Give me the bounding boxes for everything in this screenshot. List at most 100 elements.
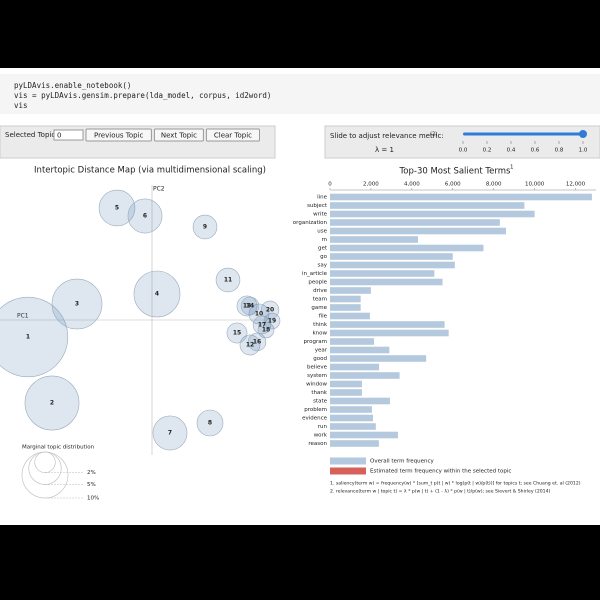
term-label[interactable]: m [322, 237, 327, 243]
topic-label[interactable]: 18 [262, 327, 270, 334]
topic-label[interactable]: 10 [255, 311, 263, 318]
topic-label[interactable]: 19 [268, 318, 276, 325]
topic-circle[interactable] [215, 267, 241, 293]
topic-input[interactable] [53, 129, 84, 141]
bar[interactable] [330, 244, 484, 252]
term-label[interactable]: subject [307, 203, 328, 209]
bar[interactable] [330, 253, 453, 260]
button[interactable] [153, 128, 204, 142]
button[interactable] [205, 128, 260, 142]
topic-label[interactable]: 13 [243, 303, 251, 310]
term-label[interactable]: program [304, 339, 327, 345]
topic-circle[interactable] [226, 322, 248, 344]
topic-label[interactable]: 14 [246, 303, 254, 310]
bar[interactable] [330, 219, 500, 226]
bar[interactable] [330, 389, 362, 396]
bar[interactable] [330, 397, 390, 405]
term-label[interactable]: people [308, 280, 327, 286]
bar[interactable] [330, 346, 390, 354]
bar[interactable] [330, 423, 376, 430]
topic-label[interactable]: 3 [75, 301, 79, 308]
term-label[interactable]: get [318, 246, 328, 252]
bar[interactable] [330, 210, 535, 218]
topic-circle[interactable] [152, 415, 188, 451]
term-label[interactable]: run [318, 424, 328, 430]
bar[interactable] [330, 261, 455, 269]
bar[interactable] [330, 202, 525, 209]
term-label[interactable]: reason [308, 441, 327, 447]
topic-circle[interactable] [133, 270, 181, 318]
term-label[interactable]: problem [304, 407, 327, 413]
bar[interactable] [330, 406, 372, 413]
bar[interactable] [330, 321, 445, 328]
bar[interactable] [330, 355, 427, 362]
topic-circle[interactable] [127, 198, 163, 234]
topic-label[interactable]: 9 [203, 224, 207, 231]
topic-label[interactable]: 15 [233, 330, 241, 337]
topic-label[interactable]: 11 [224, 277, 232, 284]
bar[interactable] [330, 440, 379, 447]
bar[interactable] [330, 363, 380, 371]
topic-circle[interactable] [98, 189, 136, 227]
bar[interactable] [330, 338, 374, 345]
term-label[interactable]: state [313, 399, 328, 405]
bar[interactable] [330, 329, 449, 337]
topic-circle[interactable] [240, 296, 260, 316]
bar[interactable] [330, 287, 371, 294]
term-label[interactable]: file [319, 314, 328, 320]
topic-label[interactable]: 16 [253, 339, 261, 346]
bar[interactable] [330, 278, 443, 286]
button-label[interactable]: Next Topic [161, 132, 197, 140]
topic-circle[interactable] [263, 312, 281, 330]
button-label[interactable]: Clear Topic [214, 132, 252, 140]
topic-label[interactable]: 7 [168, 430, 172, 437]
topic-label[interactable]: 1 [26, 334, 30, 341]
bar[interactable] [330, 193, 592, 201]
topic-label[interactable]: 6 [143, 213, 147, 220]
term-label[interactable]: in_article [302, 271, 328, 277]
bar[interactable] [330, 227, 506, 235]
term-label[interactable]: good [313, 356, 327, 362]
bar[interactable] [330, 295, 361, 303]
topic-circle[interactable] [196, 409, 224, 437]
term-label[interactable]: write [313, 212, 327, 218]
topic-circle[interactable] [192, 214, 218, 240]
term-label[interactable]: thank [311, 390, 327, 396]
term-label[interactable]: say [318, 263, 328, 269]
term-label[interactable]: game [311, 305, 327, 311]
term-label[interactable]: believe [307, 365, 328, 371]
term-label[interactable]: year [315, 348, 328, 354]
topic-circle[interactable] [24, 375, 80, 431]
topic-label[interactable]: 4 [155, 291, 159, 298]
term-label[interactable]: work [314, 433, 328, 439]
term-label[interactable]: use [317, 229, 327, 235]
topic-label[interactable]: 12 [246, 342, 254, 349]
button[interactable] [85, 128, 152, 142]
topic-label[interactable]: 20 [266, 307, 274, 314]
bar[interactable] [330, 380, 362, 388]
topic-circle[interactable] [257, 321, 275, 339]
term-label[interactable]: think [313, 322, 328, 328]
bar[interactable] [330, 304, 361, 311]
button-label[interactable]: Previous Topic [94, 132, 144, 140]
topic-circle[interactable] [51, 278, 103, 330]
slider-track[interactable] [463, 132, 583, 136]
topic-circle[interactable] [0, 296, 69, 378]
bar[interactable] [330, 372, 400, 379]
topic-label[interactable]: 5 [115, 205, 119, 212]
slider-thumb[interactable] [579, 130, 587, 138]
topic-circle[interactable] [247, 332, 267, 352]
bar[interactable] [330, 236, 418, 243]
term-label[interactable]: go [320, 254, 327, 260]
bar[interactable] [330, 431, 398, 439]
term-label[interactable]: system [307, 373, 327, 379]
topic-input-value[interactable]: 0 [57, 132, 61, 140]
bar[interactable] [330, 312, 370, 320]
bar[interactable] [330, 270, 435, 277]
topic-circle[interactable] [252, 315, 272, 335]
term-label[interactable]: team [313, 297, 327, 303]
topic-circle[interactable] [239, 334, 261, 356]
topic-circle[interactable] [260, 300, 280, 320]
topic-circle[interactable] [236, 295, 258, 317]
bar[interactable] [330, 414, 373, 422]
